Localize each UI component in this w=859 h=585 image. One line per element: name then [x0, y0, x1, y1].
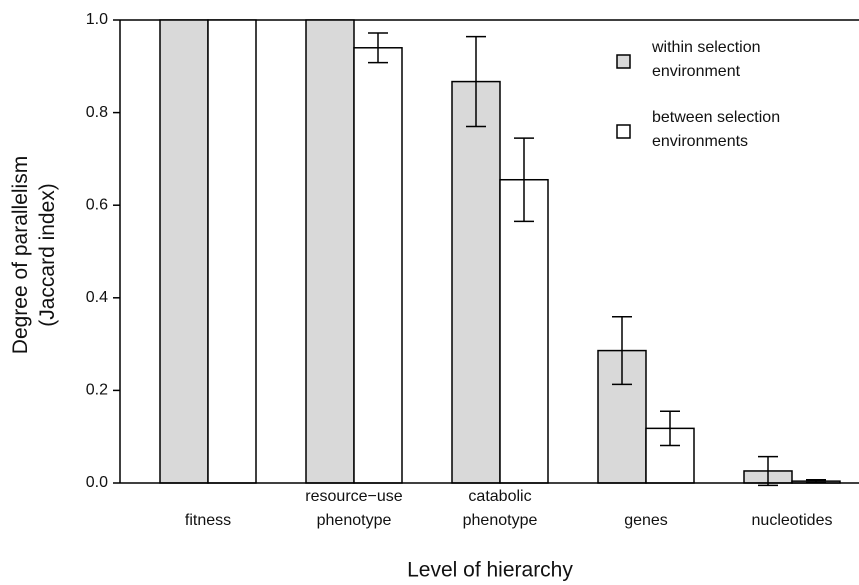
x-axis-label: Level of hierarchy	[407, 559, 573, 582]
x-tick-label: fitness	[185, 512, 231, 529]
y-axis-label-line: Degree of parallelism	[9, 156, 32, 354]
bar	[207, 19, 257, 484]
y-tick-label: 1.0	[86, 11, 108, 28]
error-bar	[612, 316, 632, 386]
bar	[353, 47, 403, 484]
bar	[499, 178, 549, 484]
error-bar	[514, 137, 534, 223]
legend-label: within selection	[651, 39, 761, 56]
bar	[305, 19, 355, 484]
y-tick-label: 0.6	[86, 196, 108, 213]
error-bar	[758, 455, 778, 487]
x-tick-label: phenotype	[317, 512, 392, 529]
x-tick-label: catabolic	[468, 488, 531, 505]
x-tick-label: genes	[624, 512, 668, 529]
x-tick-label: phenotype	[463, 512, 538, 529]
legend-label: environments	[652, 133, 748, 150]
bar	[451, 80, 501, 484]
error-bar	[368, 32, 388, 64]
error-bar	[660, 410, 680, 447]
y-tick-label: 0.4	[86, 289, 108, 306]
y-tick-label: 0.8	[86, 104, 108, 121]
legend-label: between selection	[652, 109, 780, 126]
y-tick-label: 0.2	[86, 382, 108, 399]
legend-label: environment	[652, 63, 741, 80]
y-tick-label: 0.0	[86, 474, 108, 491]
error-bar	[466, 35, 486, 128]
bar	[159, 19, 209, 484]
x-tick-label: resource−use	[305, 488, 402, 505]
legend-swatch	[616, 124, 631, 139]
y-axis-label-line: (Jaccard index)	[36, 183, 59, 327]
y-axis-label: Degree of parallelism (Jaccard index)	[9, 156, 59, 354]
x-tick-label: nucleotides	[752, 512, 833, 529]
legend-swatch	[616, 54, 631, 69]
